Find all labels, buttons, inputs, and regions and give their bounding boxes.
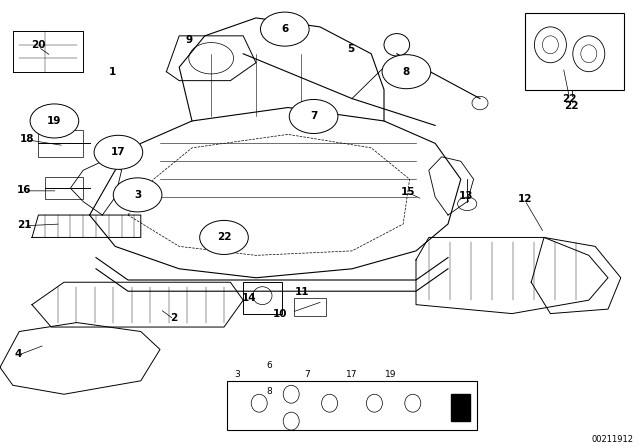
Text: 7: 7 — [310, 112, 317, 121]
Text: 1: 1 — [108, 67, 116, 77]
Text: 13: 13 — [459, 191, 473, 201]
Text: 20: 20 — [31, 40, 45, 50]
Bar — [525, 13, 624, 90]
Text: 12: 12 — [518, 194, 532, 204]
Circle shape — [30, 104, 79, 138]
Text: 17: 17 — [346, 370, 358, 379]
Bar — [45, 177, 83, 199]
Text: 6: 6 — [266, 361, 271, 370]
Text: 8: 8 — [266, 388, 271, 396]
Text: 5: 5 — [347, 44, 355, 54]
Text: 2: 2 — [170, 313, 178, 323]
Text: 3: 3 — [134, 190, 141, 200]
Text: 19: 19 — [47, 116, 61, 126]
Bar — [243, 282, 282, 314]
Circle shape — [260, 12, 309, 46]
Text: 6: 6 — [281, 24, 289, 34]
Text: 11: 11 — [295, 287, 309, 297]
Circle shape — [382, 55, 431, 89]
Text: 19: 19 — [385, 370, 396, 379]
Text: 21: 21 — [17, 220, 31, 230]
Text: 8: 8 — [403, 67, 410, 77]
Text: 3: 3 — [234, 370, 239, 379]
Circle shape — [113, 178, 162, 212]
Circle shape — [200, 220, 248, 254]
Bar — [451, 394, 470, 421]
Bar — [38, 130, 83, 157]
Text: 9: 9 — [186, 35, 193, 45]
Text: 15: 15 — [401, 187, 415, 197]
Bar — [294, 298, 326, 316]
Text: 4: 4 — [14, 349, 22, 359]
Text: 22: 22 — [564, 101, 579, 111]
Text: 00211912: 00211912 — [591, 435, 634, 444]
Circle shape — [94, 135, 143, 169]
Text: 22: 22 — [563, 94, 577, 103]
Circle shape — [289, 99, 338, 134]
Text: 14: 14 — [243, 293, 257, 303]
Text: 18: 18 — [20, 134, 34, 144]
Text: 16: 16 — [17, 185, 31, 195]
Text: 22: 22 — [217, 233, 231, 242]
Text: 7: 7 — [305, 370, 310, 379]
Text: 17: 17 — [111, 147, 125, 157]
Text: 10: 10 — [273, 309, 287, 319]
Bar — [227, 381, 477, 430]
